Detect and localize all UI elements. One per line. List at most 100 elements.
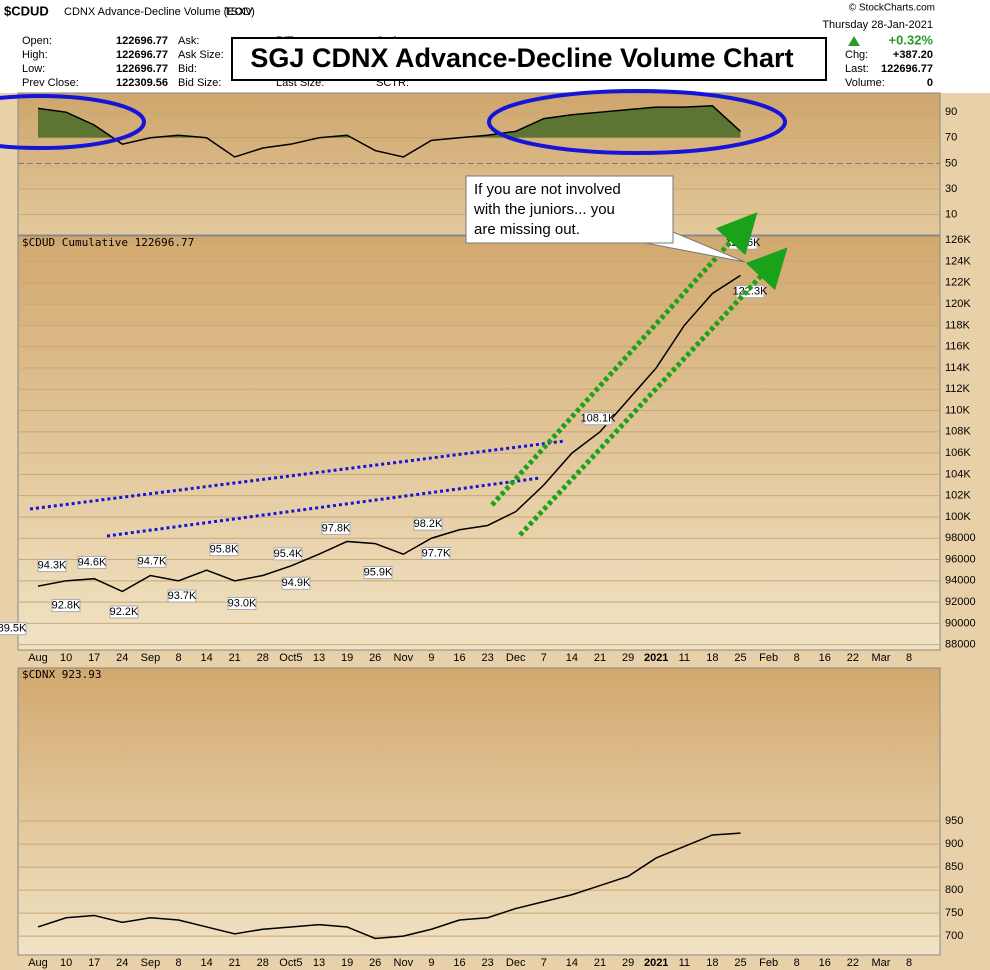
field-label: Chg: xyxy=(845,49,868,61)
highlight-ellipse xyxy=(0,94,146,150)
legend-label: $CDNX 923.93 xyxy=(22,668,101,681)
x-tick-label: 25 xyxy=(734,957,746,969)
point-label-box xyxy=(77,555,107,569)
x-tick-label: 8 xyxy=(175,957,181,969)
point-label-box xyxy=(167,589,197,603)
x-tick-label: 8 xyxy=(906,957,912,969)
legend-label: $CDUD Cumulative 122696.77 xyxy=(22,236,194,249)
exchange: TSXV xyxy=(224,6,253,18)
point-label: 94.9K xyxy=(282,577,311,589)
point-label: 98.2K xyxy=(414,518,443,530)
description: CDNX Advance-Decline Volume (EOD) xyxy=(64,6,255,18)
point-label-box xyxy=(321,521,351,535)
x-tick-label: Dec xyxy=(506,957,526,969)
line xyxy=(37,105,742,158)
y-tick-label: 94000 xyxy=(945,575,976,587)
x-tick-label: 8 xyxy=(175,652,181,664)
point-label: 92.2K xyxy=(110,606,139,618)
y-tick-label: 110K xyxy=(945,404,971,416)
y-tick-label: 108K xyxy=(945,426,971,438)
x-tick-label: 26 xyxy=(369,652,381,664)
x-tick-label: 18 xyxy=(706,957,718,969)
x-tick-label: 11 xyxy=(679,957,690,969)
y-tick-label: 50 xyxy=(945,157,957,169)
title: SGJ CDNX Advance-Decline Volume Chart xyxy=(250,43,793,73)
x-tick-label: 16 xyxy=(819,652,831,664)
x-tick-label: 25 xyxy=(734,652,746,664)
y-tick-label: 96000 xyxy=(945,553,976,565)
callout-box xyxy=(465,175,674,244)
x-tick-label: 14 xyxy=(200,957,212,969)
x-tick-label: Aug xyxy=(28,957,48,969)
line xyxy=(37,832,741,940)
x-tick-label: 28 xyxy=(257,652,269,664)
y-tick-label: 114K xyxy=(945,362,971,374)
x-tick-label: 24 xyxy=(116,957,128,969)
y-tick-label: 90000 xyxy=(945,617,976,629)
y-tick-label: 122K xyxy=(945,277,971,289)
trend-line xyxy=(106,476,541,538)
point-label: 95.8K xyxy=(210,544,239,556)
field-value: +387.20 xyxy=(893,49,933,61)
y-tick-label: 124K xyxy=(945,255,971,267)
callout-text: with the juniors... you xyxy=(473,201,615,218)
y-tick-label: 112K xyxy=(945,383,971,395)
point-label: 92.8K xyxy=(52,600,81,612)
line xyxy=(37,274,741,593)
x-tick-label: 16 xyxy=(453,652,465,664)
point-label: 94.7K xyxy=(138,555,167,567)
point-label-box xyxy=(363,566,393,580)
point-label-box xyxy=(273,547,303,561)
y-tick-label: 92000 xyxy=(945,596,976,608)
x-tick-label: 23 xyxy=(481,957,493,969)
point-label-box xyxy=(583,412,613,426)
y-tick-label: 950 xyxy=(945,815,963,827)
field-label: Bid Size: xyxy=(178,77,221,89)
point-label: 93.0K xyxy=(228,597,257,609)
x-tick-label: 21 xyxy=(594,652,606,664)
x-tick-label: 28 xyxy=(257,957,269,969)
main-panel xyxy=(17,235,941,651)
point-label: 93.7K xyxy=(168,590,197,602)
point-label: 95.4K xyxy=(274,548,303,560)
y-tick-label: 700 xyxy=(945,930,963,942)
field-value: 0 xyxy=(927,77,933,89)
title-box xyxy=(231,37,827,81)
point-label-box xyxy=(51,599,81,613)
field-label: Volume: xyxy=(845,77,885,89)
y-tick-label: 70 xyxy=(945,132,957,144)
x-tick-label: 13 xyxy=(313,957,325,969)
x-tick-label: 23 xyxy=(481,652,493,664)
x-tick-label: 2021 xyxy=(644,652,668,664)
point-label-box xyxy=(281,576,311,590)
x-tick-label: 16 xyxy=(453,957,465,969)
symbol: $CDUD xyxy=(4,3,49,18)
y-tick-label: 126K xyxy=(945,234,971,246)
date: Thursday 28-Jan-2021 xyxy=(822,19,933,31)
x-tick-label: Oct5 xyxy=(279,957,302,969)
y-tick-label: 850 xyxy=(945,861,963,873)
field-label: Last: xyxy=(845,63,869,75)
point-label: 95.9K xyxy=(364,567,393,579)
cdnx-panel xyxy=(17,667,941,956)
field-value: 122309.56 xyxy=(116,77,168,89)
y-tick-label: 10 xyxy=(945,208,957,220)
point-label-box xyxy=(421,546,451,560)
y-tick-label: 30 xyxy=(945,183,957,195)
x-tick-label: 21 xyxy=(594,957,606,969)
field-value: 122696.77 xyxy=(116,35,168,47)
x-tick-label: 2021 xyxy=(644,957,668,969)
point-label-box xyxy=(0,622,27,636)
y-tick-label: 750 xyxy=(945,907,963,919)
x-tick-label: 22 xyxy=(847,957,859,969)
x-tick-label: 7 xyxy=(541,957,547,969)
field-label: Open: xyxy=(22,35,52,47)
point-label-box xyxy=(227,596,257,610)
x-tick-label: 29 xyxy=(622,957,634,969)
overlays: If you are not involved with the juniors… xyxy=(0,89,788,538)
y-tick-label: 104K xyxy=(945,468,971,480)
x-tick-label: Sep xyxy=(141,652,161,664)
x-tick-label: 24 xyxy=(116,652,128,664)
field-value: 122696.77 xyxy=(116,49,168,61)
